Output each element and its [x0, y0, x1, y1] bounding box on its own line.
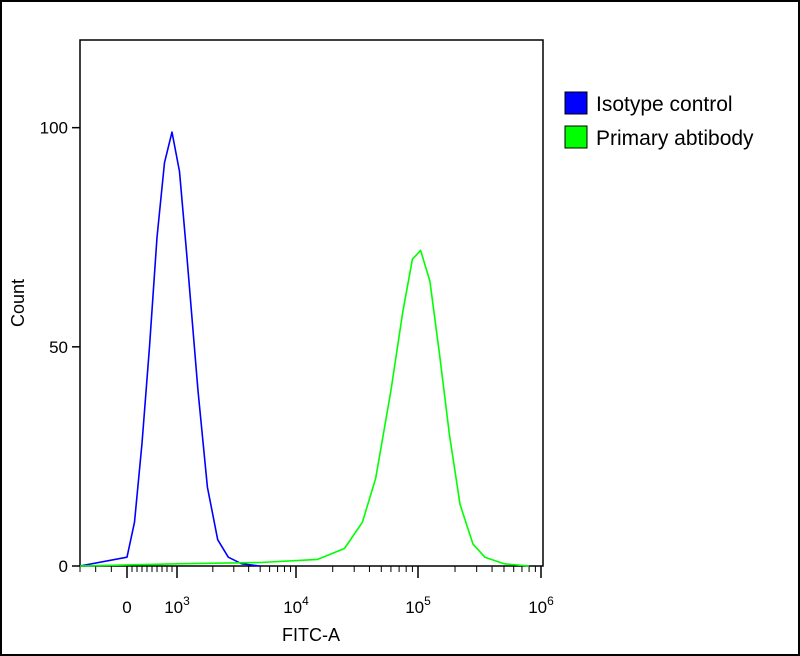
x-tick-label: 105	[405, 594, 431, 617]
series-layer	[79, 131, 530, 567]
legend: Isotype control Primary abtibody	[564, 91, 754, 150]
x-tick-label: 0	[122, 598, 131, 617]
legend-swatch	[564, 91, 588, 115]
legend-label: Primary abtibody	[596, 127, 754, 150]
x-tick-label: 104	[283, 594, 309, 617]
y-tick-label: 0	[59, 557, 68, 576]
x-axis: 0 103 104 105 106	[79, 566, 554, 617]
series-line-primary-antibody	[79, 249, 530, 567]
plot-area	[79, 39, 544, 567]
x-axis-title: FITC-A	[282, 625, 340, 645]
x-tick-label: 106	[528, 594, 554, 617]
series-line-isotype-control	[79, 131, 261, 567]
legend-label: Isotype control	[596, 93, 733, 116]
y-axis: 0 50 100	[40, 119, 80, 576]
y-tick-label: 50	[49, 338, 68, 357]
legend-swatch	[564, 125, 588, 149]
y-axis-title: Count	[8, 279, 28, 327]
y-tick-label: 100	[40, 119, 68, 138]
x-tick-label: 103	[164, 594, 190, 617]
